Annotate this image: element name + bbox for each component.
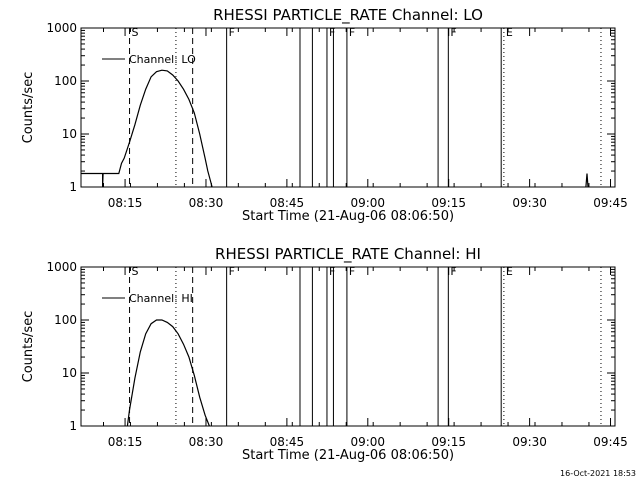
chart-title: RHESSI PARTICLE_RATE Channel: HI: [215, 245, 481, 264]
y-tick-label: 100: [54, 74, 77, 88]
y-axis-label: Counts/sec: [21, 72, 36, 144]
event-marker-label: S: [132, 265, 139, 278]
timestamp-label: 16-Oct-2021 18:53: [560, 469, 636, 478]
chart-title: RHESSI PARTICLE_RATE Channel: LO: [213, 6, 483, 25]
event-marker-label: F: [229, 26, 235, 39]
event-marker-label: F: [329, 26, 335, 39]
x-tick-label: 09:30: [512, 196, 547, 210]
event-marker-label: S: [132, 26, 139, 39]
y-tick-label: 1: [69, 419, 77, 433]
x-tick-label: 09:45: [593, 435, 628, 449]
series-line-0: [126, 319, 210, 427]
plot-frame: [80, 27, 616, 188]
x-tick-label: 08:15: [108, 196, 143, 210]
y-tick-label: 10: [62, 366, 77, 380]
event-marker-label: E: [506, 265, 513, 278]
x-tick-label: 09:00: [350, 196, 385, 210]
y-tick-label: 1000: [46, 21, 77, 35]
x-tick-label: 08:30: [189, 196, 224, 210]
x-tick-label: 08:45: [270, 435, 305, 449]
y-axis-label: Counts/sec: [21, 311, 36, 383]
y-tick-label: 10: [62, 127, 77, 141]
event-marker-label: F: [450, 265, 456, 278]
event-marker-label: E: [506, 26, 513, 39]
x-tick-label: 09:30: [512, 435, 547, 449]
series-line-0: [81, 69, 213, 188]
lo-channel-panel: RHESSI PARTICLE_RATE Channel: LO 1 10 100 10…: [21, 6, 628, 224]
x-tick-label: 09:15: [431, 196, 466, 210]
x-tick-label: 09:00: [350, 435, 385, 449]
y-tick-label: 1000: [46, 260, 77, 274]
event-marker-label: F: [349, 265, 355, 278]
y-tick-label: 100: [54, 313, 77, 327]
series-line-1: [585, 173, 589, 188]
y-tick-label: 1: [69, 180, 77, 194]
x-tick-label: 08:30: [189, 435, 224, 449]
event-marker-label: F: [329, 265, 335, 278]
event-marker-label: F: [450, 26, 456, 39]
x-tick-label: 08:15: [108, 435, 143, 449]
plot-frame: [80, 266, 616, 427]
hi-channel-panel: RHESSI PARTICLE_RATE Channel: HI 1 10 100 10…: [21, 245, 628, 463]
x-tick-label: 09:45: [593, 196, 628, 210]
legend-label: Channel: LO: [129, 53, 196, 66]
x-axis-label: Start Time (21-Aug-06 08:06:50): [242, 209, 454, 224]
x-tick-label: 09:15: [431, 435, 466, 449]
x-tick-label: 08:45: [270, 196, 305, 210]
legend-label: Channel: HI: [129, 292, 193, 305]
x-axis-label: Start Time (21-Aug-06 08:06:50): [242, 448, 454, 463]
event-marker-label: F: [229, 265, 235, 278]
event-marker-label: F: [349, 26, 355, 39]
